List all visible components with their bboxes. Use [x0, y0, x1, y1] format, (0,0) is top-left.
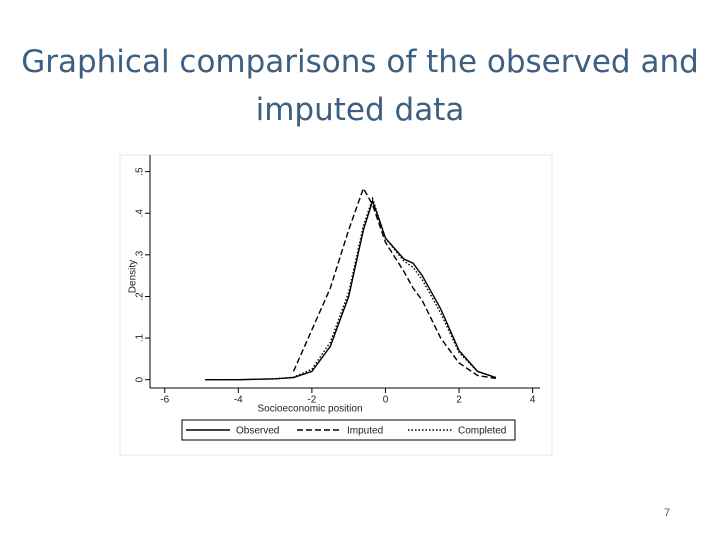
series-line — [292, 186, 496, 380]
x-tick-label: -2 — [307, 395, 316, 406]
legend-label: Observed — [236, 426, 279, 437]
x-tick-label: 0 — [383, 395, 389, 406]
x-tick-label: -4 — [234, 395, 243, 406]
chart-frame — [119, 154, 553, 456]
legend-label: Completed — [458, 426, 506, 437]
x-tick-label: 2 — [456, 395, 462, 406]
series-line — [205, 198, 497, 381]
y-tick-label: .4 — [135, 209, 146, 218]
y-tick-label: .3 — [135, 250, 146, 259]
y-axis-title: Density — [128, 260, 139, 293]
slide-title: Graphical comparisons of the observed an… — [21, 44, 699, 128]
y-tick-label: .5 — [135, 167, 146, 176]
series-line — [205, 196, 497, 381]
legend-box — [181, 419, 516, 441]
x-tick-label: 4 — [530, 395, 536, 406]
y-tick-label: .2 — [135, 292, 146, 301]
y-tick-label: 0 — [135, 376, 146, 382]
page-number: 7 — [664, 507, 671, 519]
x-tick-label: -6 — [160, 395, 169, 406]
y-tick-label: .1 — [135, 333, 146, 342]
legend-label: Imputed — [347, 426, 383, 437]
x-axis-title: Socioeconomic position — [257, 404, 362, 415]
